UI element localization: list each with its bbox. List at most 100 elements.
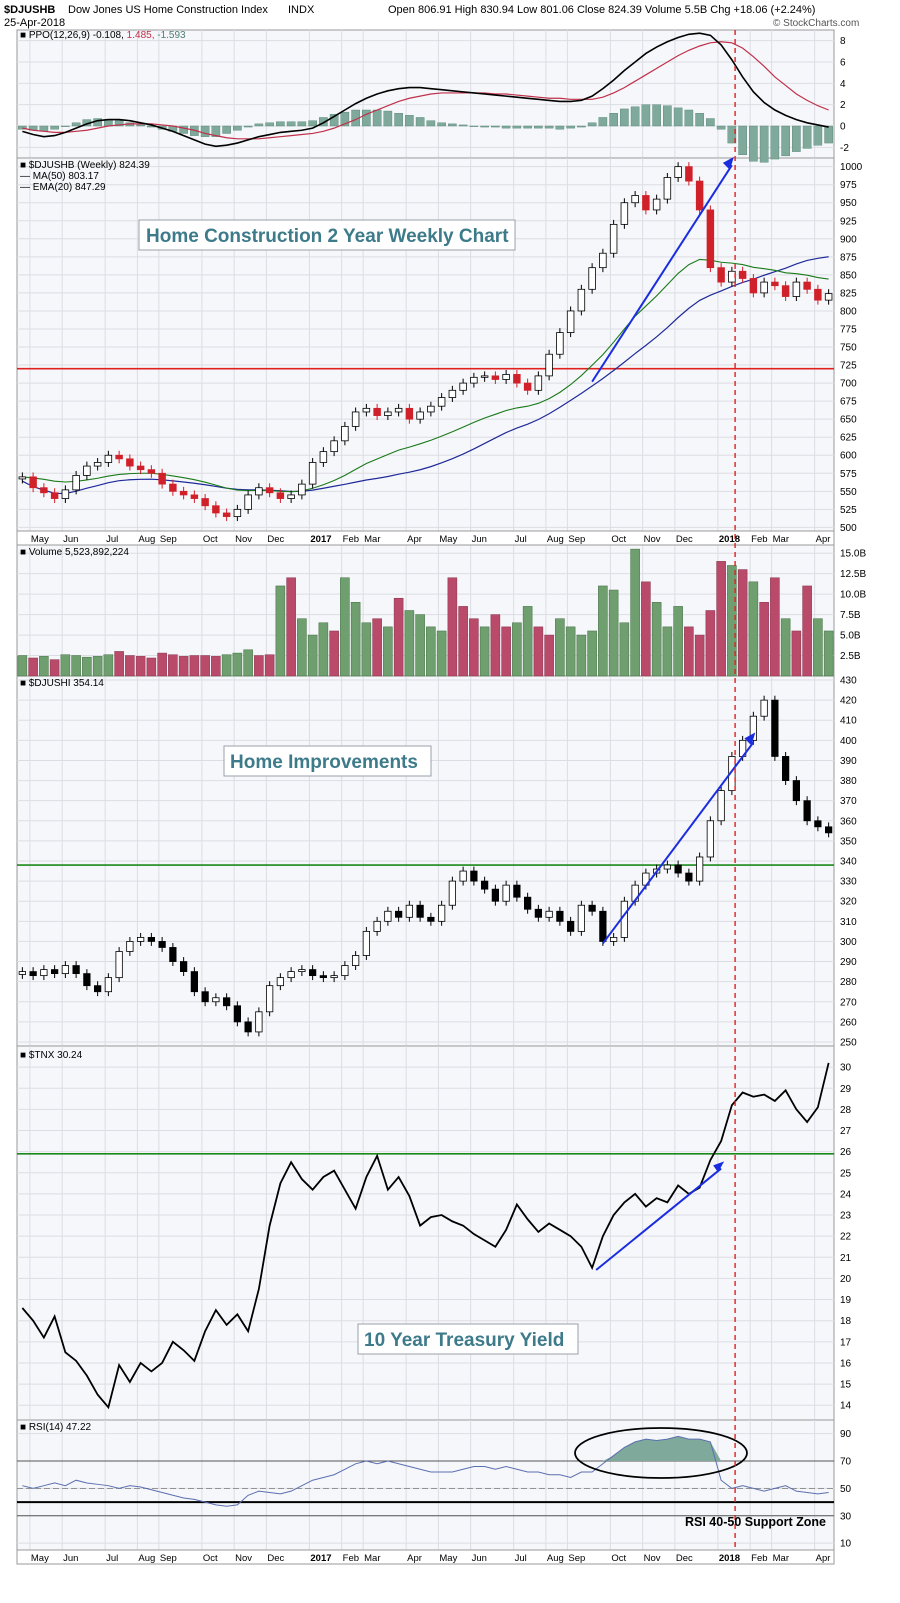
xtick-top-10: Mar bbox=[364, 534, 380, 545]
djushi-candle-body bbox=[212, 997, 220, 1003]
xtick-bottom-8: 2017 bbox=[310, 1553, 331, 1564]
djushi-trend-arrow bbox=[602, 741, 755, 945]
djushi-candle-body bbox=[276, 977, 284, 987]
djushb-candle-body bbox=[351, 411, 360, 427]
djushi-candle-body bbox=[362, 930, 370, 956]
djushb-candle-body bbox=[448, 389, 457, 398]
volume-bar bbox=[770, 577, 780, 677]
volume-bar bbox=[318, 622, 329, 677]
ytick-djushi-4: 390 bbox=[840, 756, 857, 767]
xtick-top-17: Oct bbox=[611, 534, 626, 545]
djushi-candle-body bbox=[158, 941, 166, 948]
xtick-bottom-13: Jun bbox=[472, 1553, 487, 1564]
ytick-tnx-16: 14 bbox=[840, 1401, 852, 1412]
volume-bar bbox=[232, 652, 243, 677]
ytick-djushb-17: 575 bbox=[840, 469, 857, 480]
djushi-candle-body bbox=[448, 880, 456, 906]
djushb-ma-legend: — MA(50) 803.17 bbox=[20, 171, 99, 182]
ytick-djushb-11: 725 bbox=[840, 361, 857, 372]
djushb-candle-body bbox=[126, 458, 134, 467]
ytick-djushi-3: 400 bbox=[840, 736, 857, 747]
xtick-bottom-20: 2018 bbox=[719, 1553, 740, 1564]
rsi-highlight-ellipse bbox=[574, 1427, 748, 1479]
xtick-top-13: Jun bbox=[472, 534, 487, 545]
djushb-candle-body bbox=[405, 407, 414, 420]
ppo-hist-bar bbox=[319, 117, 328, 127]
djushb-candle-body bbox=[104, 454, 113, 463]
xtick-top-12: May bbox=[439, 534, 457, 545]
djushb-candle-body bbox=[244, 494, 252, 510]
ppo-hist-bar bbox=[620, 108, 629, 127]
djushb-candle-body bbox=[545, 353, 553, 377]
ppo-hist-bar bbox=[566, 125, 575, 129]
ppo-hist-bar bbox=[415, 117, 425, 127]
volume-bar bbox=[82, 656, 92, 677]
ytick-djushb-14: 650 bbox=[840, 415, 857, 426]
xtick-bottom-15: Aug bbox=[547, 1553, 564, 1564]
djushb-candle-body bbox=[362, 407, 371, 413]
ppo-hist-bar bbox=[512, 125, 522, 129]
djushb-candle-body bbox=[222, 512, 231, 517]
djushb-candle-body bbox=[147, 469, 156, 474]
ppo-hist-bar bbox=[609, 112, 618, 127]
djushb-candle-body bbox=[771, 281, 779, 287]
djushi-candle-body bbox=[83, 973, 91, 987]
tnx-trend-arrowhead bbox=[713, 1161, 725, 1173]
xtick-bottom-7: Dec bbox=[267, 1553, 284, 1564]
ppo-hist-bar bbox=[448, 123, 457, 127]
djushb-candle-body bbox=[599, 252, 607, 269]
volume-bar bbox=[512, 622, 522, 677]
volume-legend: ■ Volume 5,523,892,224 bbox=[20, 547, 129, 558]
xtick-top-16: Sep bbox=[568, 534, 585, 545]
djushb-candle-body bbox=[265, 487, 274, 494]
ytick-djushi-0: 430 bbox=[840, 676, 857, 687]
xtick-bottom-4: Sep bbox=[160, 1553, 177, 1564]
volume-bar bbox=[598, 585, 608, 677]
ytick-djushb-12: 700 bbox=[840, 379, 857, 390]
djushi-annotation-box bbox=[223, 745, 432, 777]
ppo-hist-bar bbox=[297, 121, 307, 127]
ppo-hist-bar bbox=[802, 125, 812, 149]
djushi-candle-body bbox=[814, 820, 822, 828]
djushi-candle-body bbox=[513, 884, 521, 898]
djushb-candle-body bbox=[40, 487, 48, 494]
djushb-candle-body bbox=[470, 376, 478, 384]
ppo-hist-bar bbox=[716, 125, 726, 130]
djushb-ma50-line bbox=[22, 256, 829, 495]
ppo-hist-bar bbox=[426, 120, 436, 127]
xtick-bottom-3: Aug bbox=[138, 1553, 155, 1564]
ytick-djushb-19: 525 bbox=[840, 505, 857, 516]
ppo-hist-bar bbox=[824, 125, 833, 144]
panel-tnx bbox=[16, 1045, 835, 1421]
djushb-candle-body bbox=[728, 270, 736, 283]
djushb-candle-body bbox=[233, 508, 242, 517]
ppo-hist-bar bbox=[18, 125, 27, 130]
ppo-signal-line bbox=[22, 41, 829, 140]
ytick-rsi-0: 90 bbox=[840, 1429, 852, 1440]
month-axis-top bbox=[16, 530, 835, 546]
djushi-candle-body bbox=[717, 790, 725, 822]
ppo-hist-bar bbox=[265, 122, 274, 127]
djushi-candle-body bbox=[792, 780, 801, 802]
djushi-candle-body bbox=[190, 971, 198, 993]
ppo-hist-bar bbox=[727, 125, 737, 144]
xtick-bottom-19: Dec bbox=[676, 1553, 693, 1564]
djushi-candle-body bbox=[706, 820, 715, 858]
djushi-candle-body bbox=[51, 969, 59, 975]
ytick-volume-4: 5.0B bbox=[840, 631, 861, 642]
volume-bar bbox=[684, 626, 694, 677]
djushi-candle-body bbox=[545, 910, 553, 918]
volume-bar bbox=[28, 657, 38, 677]
ppo-hist-bar bbox=[598, 117, 608, 127]
djushb-candle-body bbox=[534, 375, 543, 391]
djushb-candle-body bbox=[115, 454, 123, 460]
volume-bar bbox=[522, 606, 533, 677]
ppo-hist-bar bbox=[200, 125, 210, 137]
djushb-candle-body bbox=[695, 180, 704, 211]
djushi-candle-body bbox=[169, 947, 177, 962]
volume-bar bbox=[168, 654, 178, 677]
djushi-candle-body bbox=[384, 910, 392, 922]
djushi-candle-body bbox=[782, 756, 790, 781]
ppo-hist-bar bbox=[587, 122, 597, 127]
djushi-candle-body bbox=[427, 916, 435, 922]
